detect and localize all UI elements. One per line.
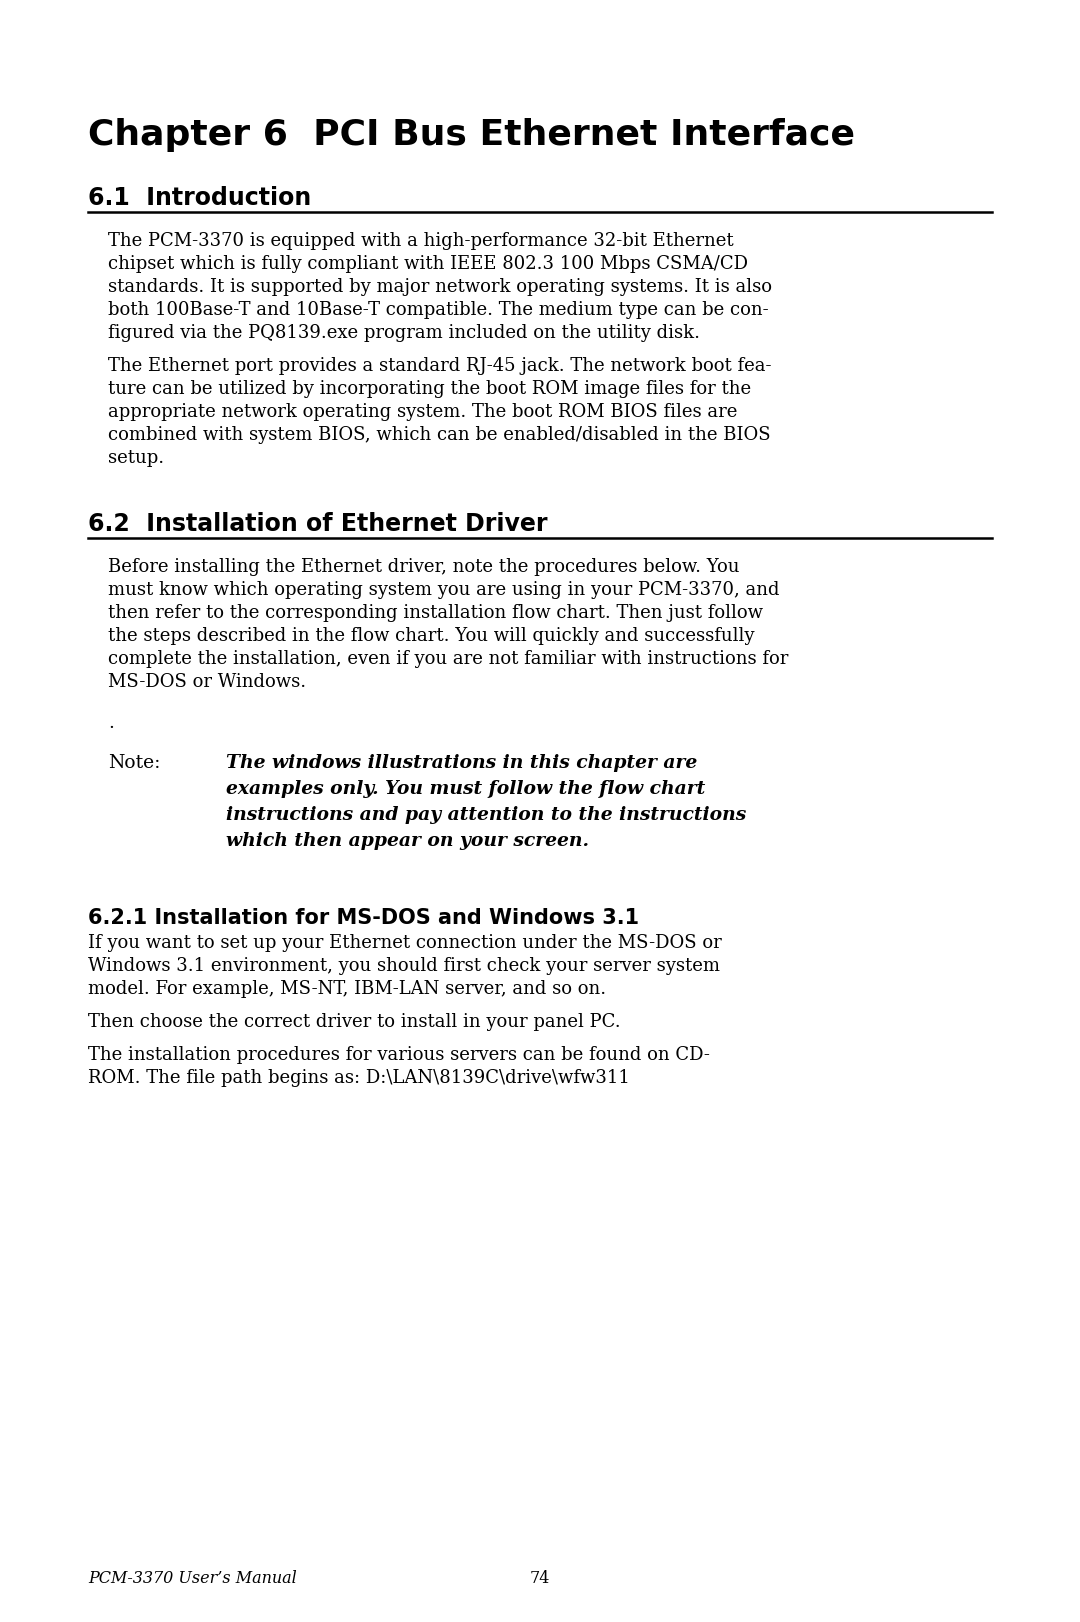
Text: Then choose the correct driver to install in your panel PC.: Then choose the correct driver to instal… xyxy=(87,1014,621,1032)
Text: 6.1  Introduction: 6.1 Introduction xyxy=(87,187,311,209)
Text: Windows 3.1 environment, you should first check your server system: Windows 3.1 environment, you should firs… xyxy=(87,957,720,975)
Text: The Ethernet port provides a standard RJ-45 jack. The network boot fea-: The Ethernet port provides a standard RJ… xyxy=(108,357,771,375)
Text: Before installing the Ethernet driver, note the procedures below. You: Before installing the Ethernet driver, n… xyxy=(108,558,740,576)
Text: both 100Base-T and 10Base-T compatible. The medium type can be con-: both 100Base-T and 10Base-T compatible. … xyxy=(108,302,769,320)
Text: chipset which is fully compliant with IEEE 802.3 100 Mbps CSMA/CD: chipset which is fully compliant with IE… xyxy=(108,255,748,272)
Text: If you want to set up your Ethernet connection under the MS-DOS or: If you want to set up your Ethernet conn… xyxy=(87,934,721,952)
Text: Note:: Note: xyxy=(108,754,160,772)
Text: figured via the PQ8139.exe program included on the utility disk.: figured via the PQ8139.exe program inclu… xyxy=(108,324,700,342)
Text: The installation procedures for various servers can be found on CD-: The installation procedures for various … xyxy=(87,1046,710,1064)
Text: PCM-3370 User’s Manual: PCM-3370 User’s Manual xyxy=(87,1570,297,1586)
Text: combined with system BIOS, which can be enabled/disabled in the BIOS: combined with system BIOS, which can be … xyxy=(108,427,771,444)
Text: then refer to the corresponding installation flow chart. Then just follow: then refer to the corresponding installa… xyxy=(108,603,762,621)
Text: which then appear on your screen.: which then appear on your screen. xyxy=(226,832,589,850)
Text: instructions and pay attention to the instructions: instructions and pay attention to the in… xyxy=(226,806,746,824)
Text: appropriate network operating system. The boot ROM BIOS files are: appropriate network operating system. Th… xyxy=(108,402,738,422)
Text: .: . xyxy=(108,714,113,732)
Text: 74: 74 xyxy=(530,1570,550,1586)
Text: examples only. You must follow the flow chart: examples only. You must follow the flow … xyxy=(226,780,705,798)
Text: Chapter 6  PCI Bus Ethernet Interface: Chapter 6 PCI Bus Ethernet Interface xyxy=(87,118,855,152)
Text: 6.2.1 Installation for MS-DOS and Windows 3.1: 6.2.1 Installation for MS-DOS and Window… xyxy=(87,908,639,928)
Text: complete the installation, even if you are not familiar with instructions for: complete the installation, even if you a… xyxy=(108,650,788,668)
Text: the steps described in the flow chart. You will quickly and successfully: the steps described in the flow chart. Y… xyxy=(108,628,755,646)
Text: The windows illustrations in this chapter are: The windows illustrations in this chapte… xyxy=(226,754,698,772)
Text: ture can be utilized by incorporating the boot ROM image files for the: ture can be utilized by incorporating th… xyxy=(108,380,751,397)
Text: 6.2  Installation of Ethernet Driver: 6.2 Installation of Ethernet Driver xyxy=(87,513,548,535)
Text: The PCM-3370 is equipped with a high-performance 32-bit Ethernet: The PCM-3370 is equipped with a high-per… xyxy=(108,232,733,250)
Text: ROM. The file path begins as: D:\LAN\8139C\drive\wfw311: ROM. The file path begins as: D:\LAN\813… xyxy=(87,1069,630,1087)
Text: setup.: setup. xyxy=(108,449,164,467)
Text: MS-DOS or Windows.: MS-DOS or Windows. xyxy=(108,673,306,691)
Text: must know which operating system you are using in your PCM-3370, and: must know which operating system you are… xyxy=(108,581,780,599)
Text: standards. It is supported by major network operating systems. It is also: standards. It is supported by major netw… xyxy=(108,277,772,295)
Text: model. For example, MS-NT, IBM-LAN server, and so on.: model. For example, MS-NT, IBM-LAN serve… xyxy=(87,980,606,998)
